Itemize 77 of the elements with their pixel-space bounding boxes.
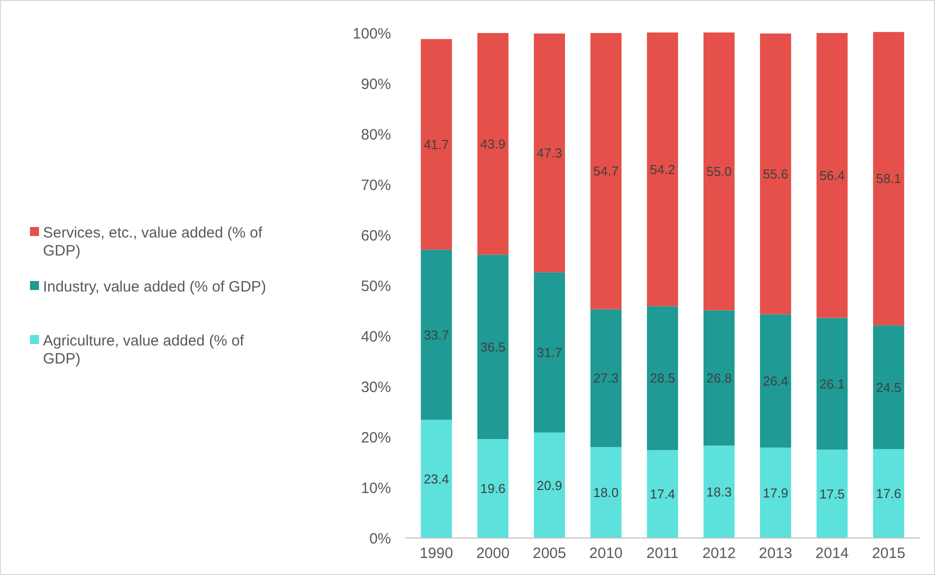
data-label: 17.4 [650, 486, 676, 502]
y-tick-label: 50% [360, 278, 391, 295]
bar [420, 250, 452, 420]
bar [873, 32, 904, 326]
y-tick-label: 70% [360, 176, 391, 194]
bar [590, 309, 622, 448]
bar [816, 33, 848, 318]
data-label: 23.4 [424, 471, 450, 486]
data-label: 17.6 [876, 486, 902, 502]
data-label: 41.7 [424, 136, 450, 152]
x-tick-label: 2012 [702, 545, 736, 562]
bar [816, 450, 848, 538]
bar [477, 439, 508, 538]
x-tick-label: 2000 [476, 545, 510, 562]
data-label: 17.9 [762, 485, 788, 500]
y-tick-label: 20% [360, 429, 391, 446]
data-label: 54.7 [593, 164, 619, 179]
x-tick-label: 2014 [815, 545, 849, 562]
y-tick-label: 90% [360, 76, 391, 93]
data-label: 18.3 [706, 484, 732, 500]
bar [873, 449, 904, 538]
bar [703, 446, 735, 538]
bar [760, 314, 792, 448]
bar [703, 32, 735, 310]
y-tick-label: 0% [369, 530, 391, 548]
bar [590, 447, 622, 538]
y-tick-label: 60% [360, 227, 391, 244]
data-label: 18.0 [593, 485, 619, 500]
data-label: 20.9 [536, 478, 562, 493]
x-tick-label: 2011 [646, 545, 679, 562]
y-tick-label: 30% [360, 378, 391, 396]
y-tick-label: 80% [360, 126, 391, 144]
data-label: 26.8 [706, 370, 732, 386]
bar [760, 34, 792, 314]
data-label: 56.4 [819, 168, 845, 183]
bar [760, 448, 792, 538]
bar [477, 33, 508, 255]
bar [420, 420, 452, 538]
data-label: 55.0 [706, 164, 732, 179]
data-label: 31.7 [536, 344, 562, 360]
legend-label: Industry, value added (% of GDP) [43, 278, 266, 296]
data-label: 26.4 [762, 373, 788, 388]
data-label: 55.6 [762, 166, 788, 182]
data-label: 54.2 [650, 162, 676, 177]
bar [534, 34, 565, 272]
bar [703, 310, 735, 446]
data-label: 36.5 [480, 339, 506, 354]
y-tick-label: 40% [360, 328, 391, 346]
data-label: 47.3 [536, 145, 562, 160]
data-label: 27.3 [593, 370, 619, 386]
data-label: 28.5 [650, 370, 676, 386]
bar [873, 325, 904, 450]
x-tick-label: 1990 [420, 545, 454, 562]
legend-label: Services, etc., value added (% of GDP) [43, 224, 264, 260]
bar [534, 272, 565, 432]
bar [816, 318, 848, 450]
y-tick-label: 100% [352, 25, 391, 42]
x-tick-label: 2010 [589, 545, 623, 562]
y-tick-label: 10% [360, 480, 391, 497]
legend-label: Agriculture, value added (% of GDP) [43, 332, 245, 368]
bar [477, 254, 508, 440]
x-tick-label: 2005 [532, 545, 566, 562]
bar [646, 306, 678, 450]
data-label: 33.7 [424, 327, 450, 342]
x-tick-label: 2015 [872, 545, 906, 562]
data-label: 24.5 [876, 380, 902, 395]
bar [534, 432, 565, 538]
bar [420, 39, 452, 250]
data-label: 43.9 [480, 136, 506, 152]
bar [646, 450, 678, 538]
x-tick-label: 2013 [758, 545, 792, 562]
data-label: 19.6 [480, 481, 506, 496]
bar [590, 33, 622, 310]
bar [646, 32, 678, 306]
data-label: 26.1 [819, 376, 845, 392]
data-label: 58.1 [876, 171, 902, 186]
data-label: 17.5 [819, 486, 845, 502]
